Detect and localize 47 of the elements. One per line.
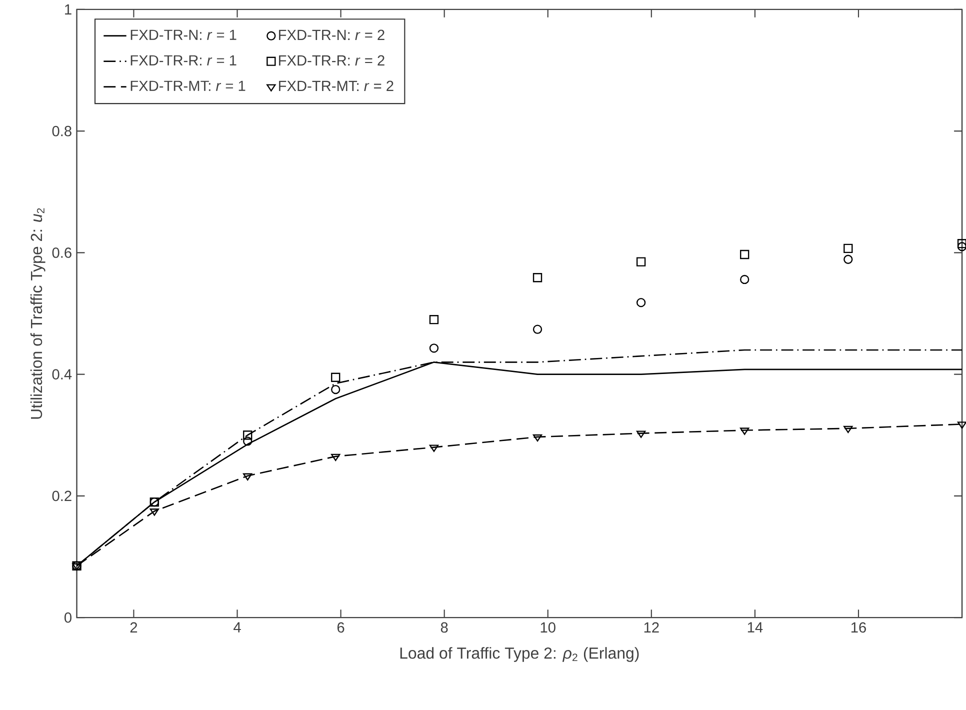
point <box>243 430 252 440</box>
point <box>532 434 542 442</box>
y-tick-label: 0 <box>64 612 72 623</box>
point <box>243 436 252 446</box>
point <box>740 428 750 435</box>
point <box>72 563 82 570</box>
legend-label: FXD-TR-N: r = 2 <box>279 30 384 40</box>
x-tick-label: 10 <box>540 622 556 632</box>
x-tick-label: 8 <box>440 622 448 632</box>
point <box>740 250 750 259</box>
legend-label: FXD-TR-MT: r = 2 <box>279 80 394 91</box>
y-tick-label: 0.4 <box>52 369 72 380</box>
legend-label: FXD-TR-R: r = 2 <box>279 55 384 66</box>
legend-label: FXD-TR-N: r = 1 <box>130 30 236 40</box>
point <box>957 242 966 252</box>
point <box>429 444 439 452</box>
point <box>844 244 853 253</box>
point <box>532 272 542 282</box>
legend-label: FXD-TR-MT: r = 1 <box>130 80 246 91</box>
point <box>844 254 853 264</box>
point <box>636 430 646 438</box>
point <box>331 384 340 394</box>
point <box>243 473 252 480</box>
point <box>429 314 439 324</box>
x-tick-label: 6 <box>337 622 344 632</box>
y-tick-label: 0.2 <box>52 490 72 501</box>
point <box>844 426 853 433</box>
point <box>740 274 750 284</box>
x-tick-label: 2 <box>130 622 138 632</box>
point <box>636 298 646 308</box>
legend-label: FXD-TR-R: r = 1 <box>130 55 236 66</box>
x-tick-label: 12 <box>644 622 659 632</box>
x-axis-title: Load of Traffic Type 2: ρ$_{2}$ (Erlang) <box>400 646 639 662</box>
point <box>429 343 439 353</box>
y-tick-label: 0.6 <box>52 247 72 258</box>
point <box>636 257 646 266</box>
point <box>331 372 340 382</box>
y-axis-title: Utilization of Traffic Type 2: u$_{2}$ <box>30 208 46 419</box>
point <box>532 324 542 334</box>
point <box>957 421 966 429</box>
point <box>331 454 340 461</box>
point <box>957 238 966 248</box>
y-tick-label: 0.8 <box>52 126 72 136</box>
y-tick-label: 1 <box>65 4 72 14</box>
x-tick-label: 14 <box>748 622 763 632</box>
x-tick-label: 4 <box>234 622 241 632</box>
x-tick-label: 16 <box>851 622 866 632</box>
